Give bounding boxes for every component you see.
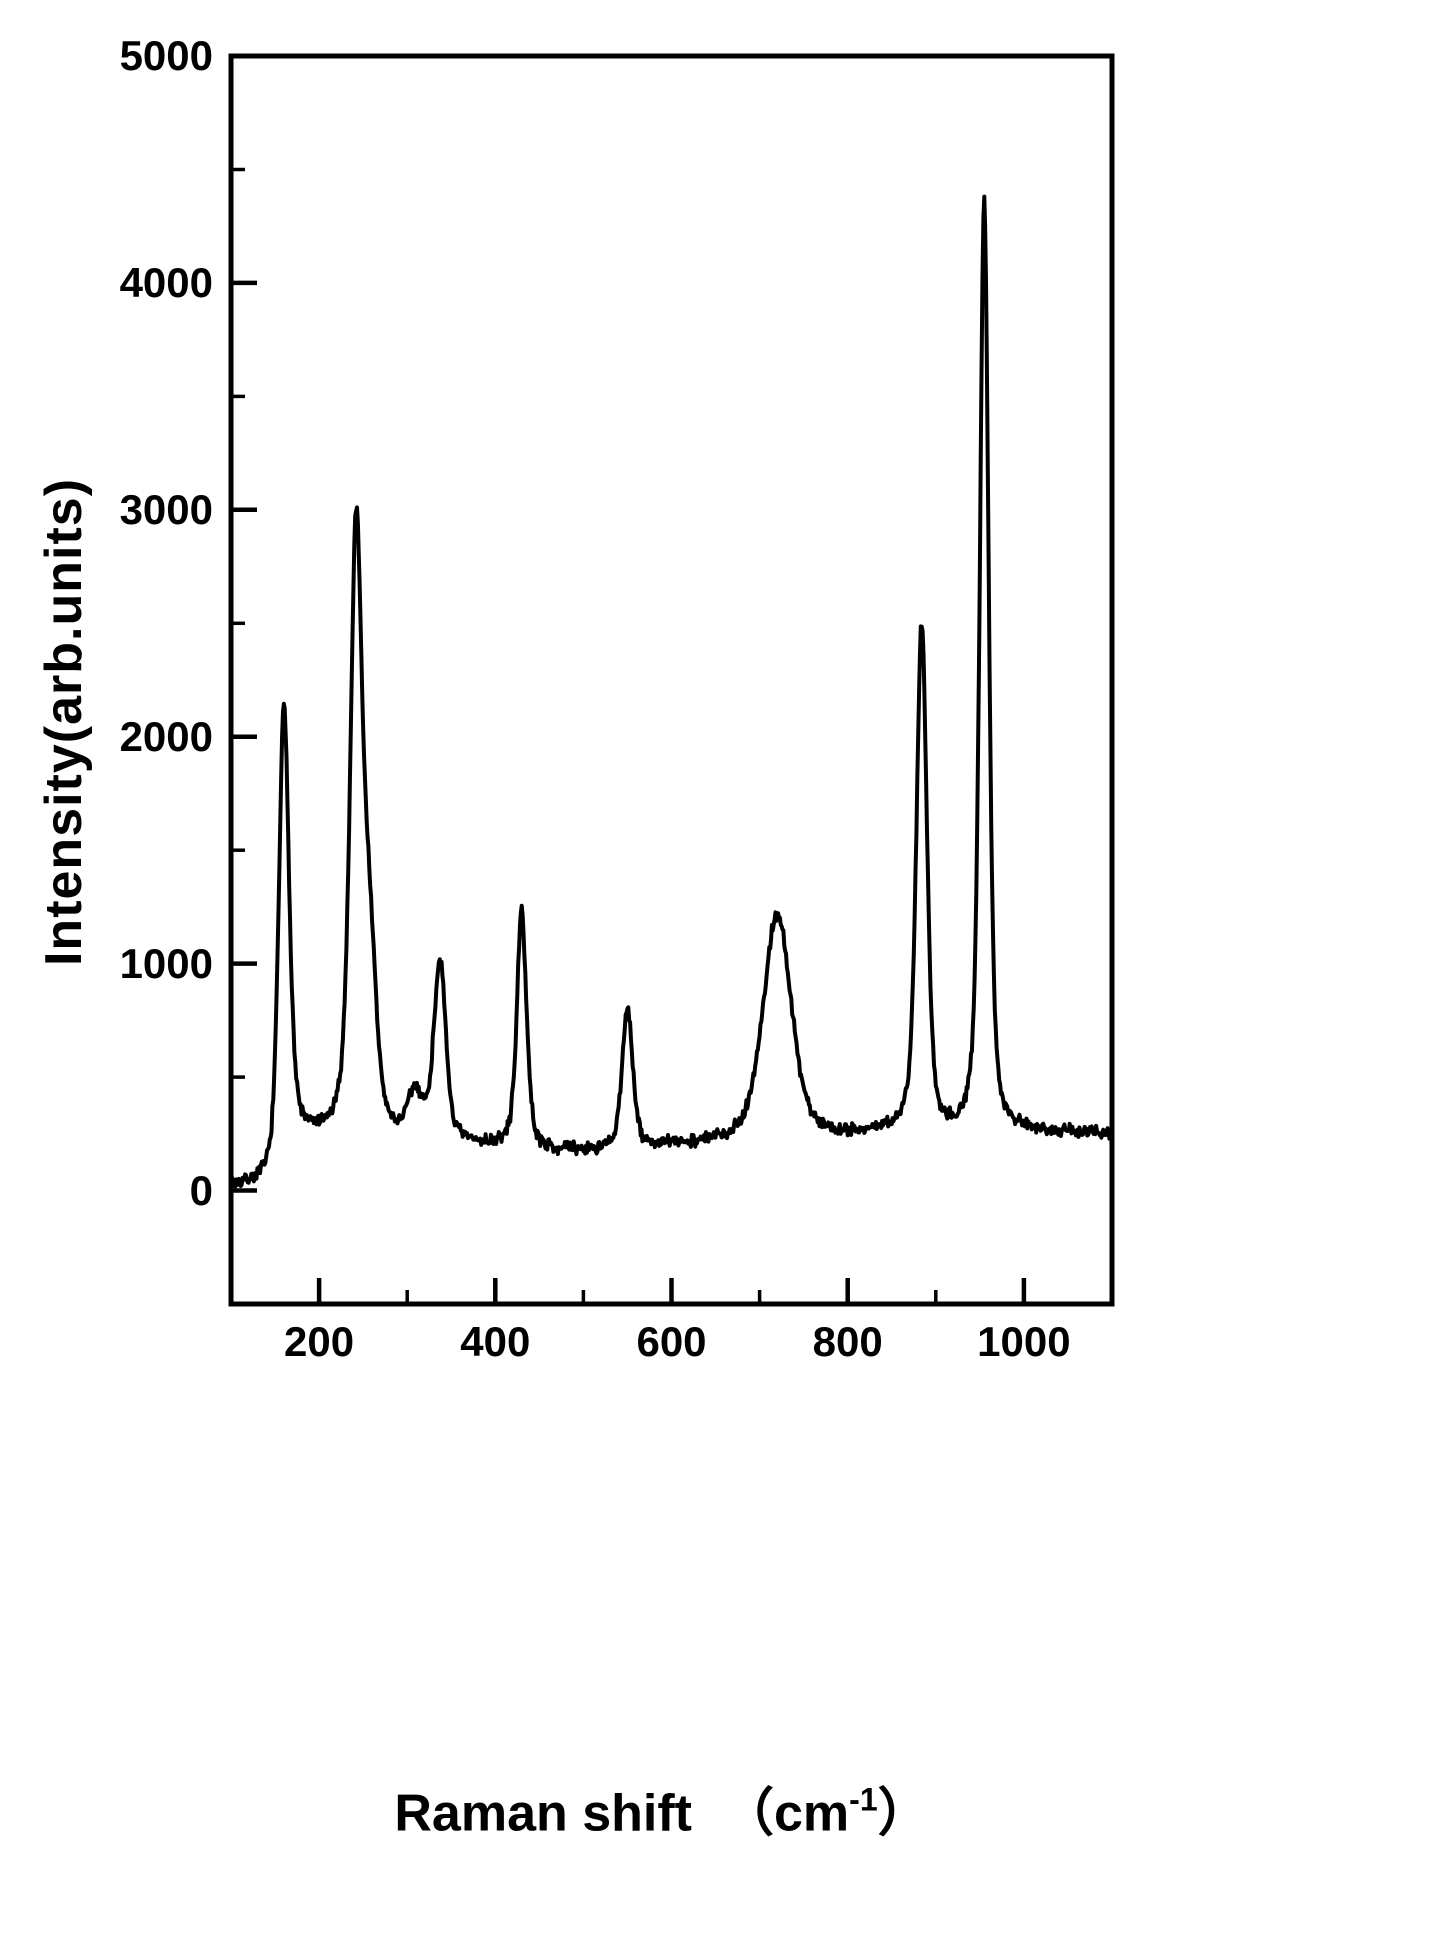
x-axis-unit: （cm-1） — [721, 1781, 930, 1843]
y-axis-title: Intensity(arb.units) — [35, 477, 93, 967]
x-axis-title: Raman shift （cm-1） — [394, 1771, 929, 1846]
x-tick-label: 200 — [284, 1318, 355, 1365]
y-tick-label: 0 — [189, 1166, 213, 1214]
y-tick-label: 4000 — [119, 258, 213, 306]
y-tick-label: 3000 — [119, 485, 213, 533]
x-tick-label: 400 — [460, 1318, 531, 1365]
x-axis-title-text: Raman shift — [394, 1784, 692, 1843]
y-tick-label: 5000 — [119, 32, 213, 79]
x-tick-label: 1000 — [977, 1318, 1071, 1365]
y-tick-label: 1000 — [119, 939, 213, 987]
spectrum-curve — [229, 194, 1114, 1192]
plot-frame — [228, 53, 1115, 1307]
x-tick-label: 600 — [636, 1318, 707, 1365]
x-axis-unit-exponent: -1 — [849, 1781, 878, 1818]
x-tick-label: 800 — [812, 1318, 883, 1365]
y-tick-label: 2000 — [119, 712, 213, 760]
